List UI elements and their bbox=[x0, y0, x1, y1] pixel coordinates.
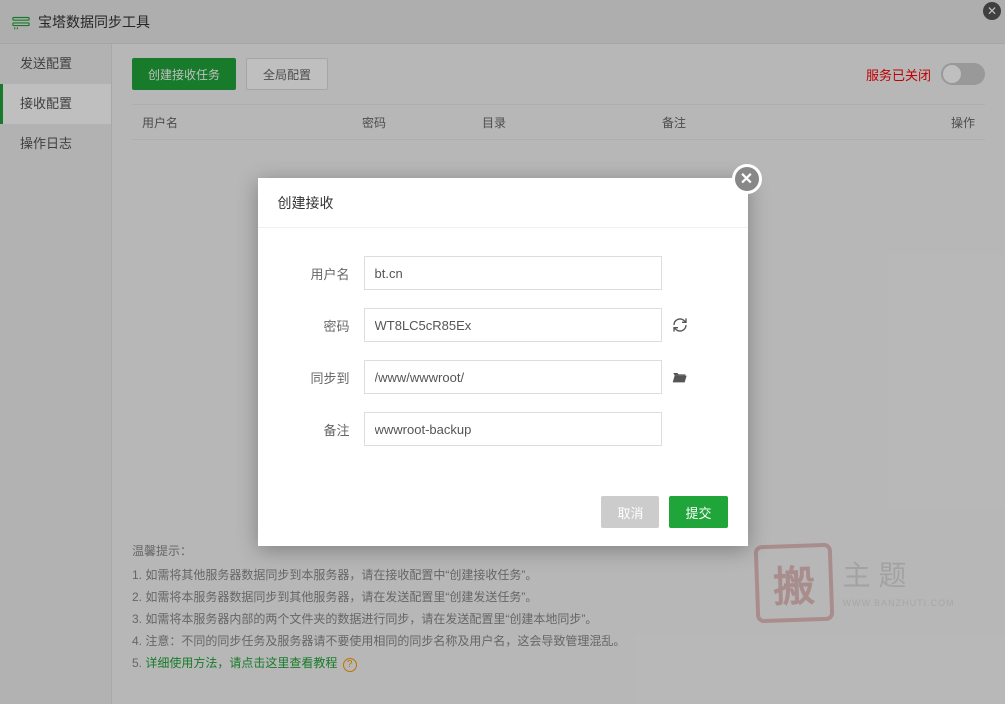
form-row-note: 备注 bbox=[288, 412, 718, 446]
cancel-button[interactable]: 取消 bbox=[601, 496, 659, 528]
form-row-pass: 密码 bbox=[288, 308, 718, 342]
submit-button[interactable]: 提交 bbox=[669, 496, 727, 528]
pass-label: 密码 bbox=[288, 316, 364, 335]
user-label: 用户名 bbox=[288, 264, 364, 283]
user-input[interactable] bbox=[364, 256, 662, 290]
pass-input[interactable] bbox=[364, 308, 662, 342]
note-input[interactable] bbox=[364, 412, 662, 446]
modal-footer: 取消 提交 bbox=[258, 484, 748, 546]
modal-title: 创建接收 bbox=[258, 178, 748, 228]
form-row-path: 同步到 bbox=[288, 360, 718, 394]
path-label: 同步到 bbox=[288, 368, 364, 387]
create-receive-modal: ✕ 创建接收 用户名 密码 bbox=[258, 178, 748, 546]
form-row-user: 用户名 bbox=[288, 256, 718, 290]
path-input[interactable] bbox=[364, 360, 662, 394]
main-window: ✕ 宝塔数据同步工具 发送配置 接收配置 操作日志 创建接收任务 全局配置 服务… bbox=[0, 0, 1005, 704]
modal-body: 用户名 密码 同步到 bbox=[258, 228, 748, 484]
modal-close-icon[interactable]: ✕ bbox=[732, 164, 762, 194]
note-label: 备注 bbox=[288, 420, 364, 439]
refresh-icon[interactable] bbox=[670, 317, 690, 333]
folder-open-icon[interactable] bbox=[670, 370, 690, 384]
modal-overlay: ✕ 创建接收 用户名 密码 bbox=[0, 0, 1005, 704]
